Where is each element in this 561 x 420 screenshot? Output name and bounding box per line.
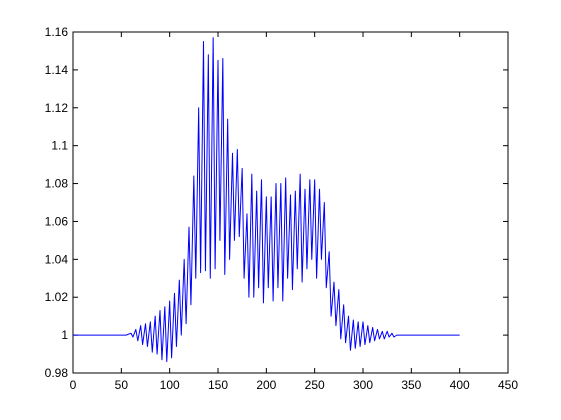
- y-tick-label: 1.12: [45, 101, 69, 115]
- x-tick-label: 250: [305, 378, 325, 392]
- y-tick-label: 1: [61, 328, 68, 342]
- y-tick-label: 1.08: [45, 177, 69, 191]
- x-tick-label: 350: [401, 378, 421, 392]
- y-tick-label: 1.04: [45, 252, 69, 266]
- y-tick-label: 1.1: [51, 139, 68, 153]
- x-tick-label: 0: [70, 378, 77, 392]
- x-tick-label: 150: [208, 378, 228, 392]
- x-tick-label: 200: [256, 378, 276, 392]
- x-tick-label: 400: [450, 378, 470, 392]
- x-axis-ticks: [72, 32, 509, 373]
- x-tick-label: 300: [353, 378, 373, 392]
- y-axis-tick-labels: 0.98 1 1.02 1.04 1.06 1.08 1.1 1.12 1.14 1.16: [45, 25, 69, 380]
- series-layer: [73, 37, 460, 363]
- x-tick-label: 100: [160, 378, 180, 392]
- y-tick-label: 1.16: [45, 25, 69, 39]
- y-tick-label: 1.02: [45, 290, 69, 304]
- y-tick-label: 1.14: [45, 63, 69, 77]
- y-tick-label: 1.06: [45, 214, 69, 228]
- x-tick-label: 450: [498, 378, 518, 392]
- series-line: [73, 37, 460, 363]
- x-tick-label: 50: [115, 378, 129, 392]
- x-axis-tick-labels: 0 50 100 150 200 250 300 350 400 450: [70, 378, 519, 392]
- y-tick-label: 0.98: [45, 366, 69, 380]
